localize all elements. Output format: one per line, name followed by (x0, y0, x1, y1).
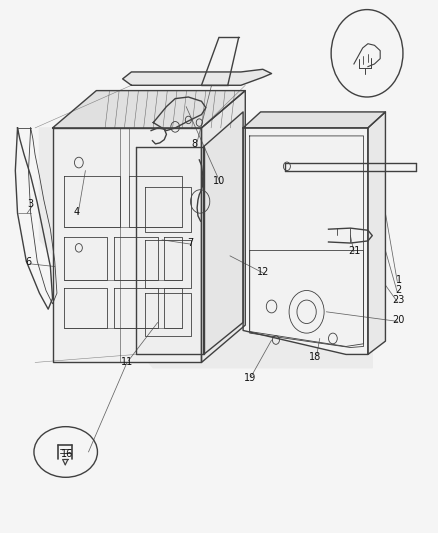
Text: 1: 1 (396, 275, 402, 285)
Text: 7: 7 (187, 238, 194, 247)
Text: 20: 20 (392, 315, 405, 325)
Polygon shape (201, 91, 245, 362)
Text: 3: 3 (28, 199, 34, 208)
Text: 2: 2 (396, 286, 402, 295)
Polygon shape (123, 69, 272, 85)
Text: 4: 4 (74, 207, 80, 217)
Polygon shape (53, 128, 201, 362)
Text: 23: 23 (392, 295, 405, 305)
Polygon shape (39, 128, 372, 368)
Polygon shape (204, 112, 243, 354)
Polygon shape (53, 91, 245, 128)
Polygon shape (243, 112, 385, 128)
Text: 19: 19 (244, 374, 256, 383)
Polygon shape (136, 147, 204, 354)
Text: 8: 8 (192, 139, 198, 149)
Text: 11: 11 (121, 358, 133, 367)
Polygon shape (368, 112, 385, 354)
Text: 10: 10 (213, 176, 225, 186)
Text: 12: 12 (257, 267, 269, 277)
Text: 21: 21 (349, 246, 361, 255)
Polygon shape (243, 128, 368, 354)
Text: 18: 18 (309, 352, 321, 362)
Text: 16: 16 (61, 449, 73, 459)
Text: 6: 6 (25, 257, 32, 267)
